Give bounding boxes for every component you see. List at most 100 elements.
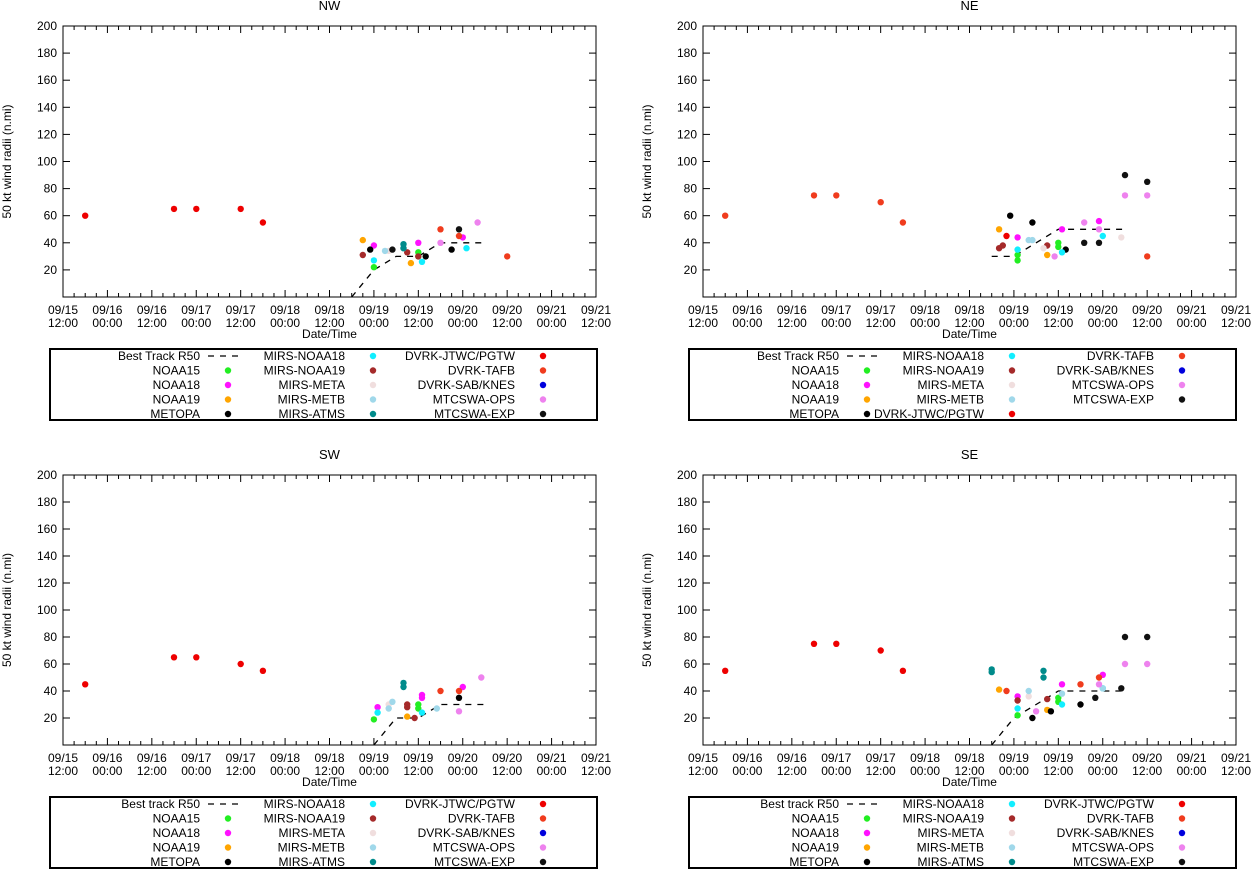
point-dvrk-tafb — [877, 199, 884, 206]
legend-marker-noaa19 — [863, 844, 871, 851]
point-mtcswa-ops — [455, 708, 463, 715]
legend-label-dvrk-tafb: DVRK-TAFB — [1087, 812, 1154, 826]
x-tick-label-time: 12:00 — [1132, 764, 1162, 778]
point-noaa18 — [374, 704, 381, 711]
legend-label-mtcswa-exp: MTCSWA-EXP — [434, 855, 515, 869]
point-noaa18 — [370, 242, 378, 249]
point-noaa19 — [359, 236, 366, 244]
x-tick-label-time: 00:00 — [448, 764, 478, 778]
legend-label-noaa18: NOAA18 — [153, 826, 201, 840]
x-tick-label-date: 09/18 — [954, 751, 984, 765]
x-tick-label-date: 09/19 — [999, 751, 1029, 765]
legend-marker-mtcswa-exp — [1178, 396, 1186, 403]
legend-marker-mirs-noaa18 — [1008, 800, 1016, 808]
x-tick-label-time: 12:00 — [1132, 316, 1162, 330]
legend-label-mtcswa-ops: MTCSWA-OPS — [1072, 841, 1154, 855]
x-tick-label-date: 09/20 — [1088, 751, 1118, 765]
x-tick-label-time: 12:00 — [403, 764, 433, 778]
legend-label-noaa18: NOAA18 — [792, 826, 840, 840]
y-tick-label: 60 — [44, 657, 58, 671]
point-dvrk-tafb — [1003, 687, 1010, 695]
point-dvrk-jtwc-pgtw — [1003, 232, 1010, 240]
x-axis-label: Date/Time — [942, 775, 997, 789]
point-noaa18 — [1058, 226, 1066, 233]
x-tick-label-date: 09/19 — [1043, 303, 1073, 317]
legend-marker-noaa18 — [224, 381, 232, 389]
point-metopa — [1077, 701, 1084, 708]
x-tick-label-date: 09/21 — [1177, 303, 1207, 317]
x-tick-label-time: 12:00 — [688, 764, 718, 778]
x-tick-label-time: 12:00 — [403, 316, 433, 330]
point-mtcswa-exp — [1144, 178, 1151, 185]
legend-marker-dvrk-sab-knes — [539, 381, 547, 389]
y-axis-label: 50 kt wind radii (n.mi) — [640, 104, 654, 218]
x-tick-label-time: 12:00 — [954, 316, 984, 330]
x-tick-label-date: 09/15 — [688, 303, 718, 317]
x-tick-label-time: 00:00 — [359, 316, 389, 330]
y-tick-label: 160 — [677, 73, 697, 87]
legend-label-mtcswa-exp: MTCSWA-EXP — [1073, 393, 1154, 407]
legend-marker-noaa18 — [224, 829, 232, 837]
chart-title: SE — [961, 447, 979, 462]
legend-label-mtcswa-ops: MTCSWA-OPS — [433, 841, 515, 855]
y-tick-label: 100 — [37, 155, 57, 169]
legend-marker-metopa — [224, 858, 232, 866]
x-tick-label-date: 09/21 — [581, 751, 611, 765]
x-tick-label-date: 09/17 — [821, 751, 851, 765]
point-mtcswa-exp — [1144, 633, 1151, 641]
legend-marker-dvrk-sab-knes — [1178, 829, 1186, 837]
legend-label-mirs-meta: MIRS-META — [279, 826, 345, 840]
y-tick-label: 180 — [677, 46, 697, 60]
point-mirs-noaa18 — [374, 709, 381, 716]
x-tick-label-date: 09/20 — [448, 303, 478, 317]
legend-marker-dvrk-jtwc-pgtw — [539, 800, 547, 808]
x-tick-label-time: 00:00 — [448, 316, 478, 330]
x-tick-label-time: 00:00 — [999, 764, 1029, 778]
x-tick-label-time: 12:00 — [137, 764, 167, 778]
x-tick-label-time: 00:00 — [181, 316, 211, 330]
plot-frame — [62, 25, 597, 298]
x-tick-label-date: 09/18 — [314, 751, 344, 765]
x-tick-label-date: 09/20 — [492, 751, 522, 765]
x-tick-label-date: 09/17 — [226, 751, 256, 765]
y-tick-label: 40 — [44, 236, 58, 250]
legend-marker-dvrk-tafb — [539, 367, 547, 374]
legend-label-mirs-noaa19: MIRS-NOAA19 — [903, 364, 985, 378]
y-tick-label: 180 — [37, 46, 57, 60]
legend-label-mtcswa-exp: MTCSWA-EXP — [1073, 855, 1154, 869]
legend-label-dvrk-sab-knes: DVRK-SAB/KNES — [1057, 826, 1154, 840]
y-tick-label: 180 — [37, 495, 57, 509]
x-tick-label-time: 12:00 — [1221, 316, 1251, 330]
point-mirs-noaa19 — [999, 242, 1006, 249]
y-tick-label: 140 — [677, 549, 697, 563]
point-noaa19 — [407, 259, 415, 267]
chart-panel-sw: SW2040608010012014016018020009/1512:0009… — [0, 447, 611, 869]
x-tick-label-time: 12:00 — [777, 316, 807, 330]
y-tick-label: 200 — [677, 468, 697, 482]
point-mirs-noaa18 — [370, 257, 378, 264]
point-dvrk-jtwc-pgtw — [193, 205, 200, 213]
x-axis-label: Date/Time — [302, 775, 357, 789]
x-tick-label-time: 12:00 — [492, 316, 522, 330]
legend-box — [49, 796, 598, 869]
x-tick-label-date: 09/17 — [226, 303, 256, 317]
legend-box — [688, 796, 1237, 869]
point-mirs-atms — [400, 245, 407, 252]
point-mirs-noaa18 — [1058, 701, 1066, 708]
point-mtcswa-ops — [1121, 660, 1129, 668]
point-mtcswa-ops — [1095, 681, 1103, 688]
x-tick-label-time: 12:00 — [866, 764, 896, 778]
point-dvrk-jtwc-pgtw — [722, 667, 729, 674]
point-mirs-noaa18 — [1014, 705, 1021, 712]
legend-label-mirs-metb: MIRS-METB — [917, 393, 984, 407]
x-tick-label-time: 12:00 — [954, 764, 984, 778]
legend-label-mirs-noaa18: MIRS-NOAA18 — [903, 349, 985, 363]
best-track-line — [373, 703, 485, 745]
x-tick-label-time: 00:00 — [910, 316, 940, 330]
point-dvrk-jtwc-pgtw — [82, 212, 89, 219]
point-noaa19 — [1044, 251, 1051, 259]
legend-marker-mtcswa-ops — [539, 396, 547, 403]
point-noaa15 — [1055, 243, 1062, 251]
point-mirs-metb — [389, 698, 396, 705]
